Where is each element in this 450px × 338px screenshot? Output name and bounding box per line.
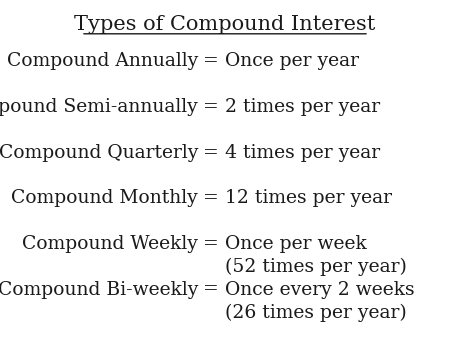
Text: Compound Quarterly: Compound Quarterly (0, 144, 198, 162)
Text: Compound Annually: Compound Annually (7, 52, 198, 70)
Text: Types of Compound Interest: Types of Compound Interest (74, 15, 376, 34)
Text: (26 times per year): (26 times per year) (225, 304, 407, 322)
Text: Compound Bi-weekly: Compound Bi-weekly (0, 281, 198, 298)
Text: Compound Weekly: Compound Weekly (22, 235, 198, 253)
Text: =: = (203, 189, 219, 207)
Text: =: = (203, 281, 219, 298)
Text: 12 times per year: 12 times per year (225, 189, 392, 207)
Text: Once per week: Once per week (225, 235, 367, 253)
Text: 2 times per year: 2 times per year (225, 98, 380, 116)
Text: =: = (203, 98, 219, 116)
Text: 4 times per year: 4 times per year (225, 144, 380, 162)
Text: Compound Semi-annually: Compound Semi-annually (0, 98, 198, 116)
Text: Once every 2 weeks: Once every 2 weeks (225, 281, 414, 298)
Text: (52 times per year): (52 times per year) (225, 258, 407, 276)
Text: Once per year: Once per year (225, 52, 359, 70)
Text: =: = (203, 52, 219, 70)
Text: Compound Monthly: Compound Monthly (11, 189, 198, 207)
Text: =: = (203, 235, 219, 253)
Text: =: = (203, 144, 219, 162)
